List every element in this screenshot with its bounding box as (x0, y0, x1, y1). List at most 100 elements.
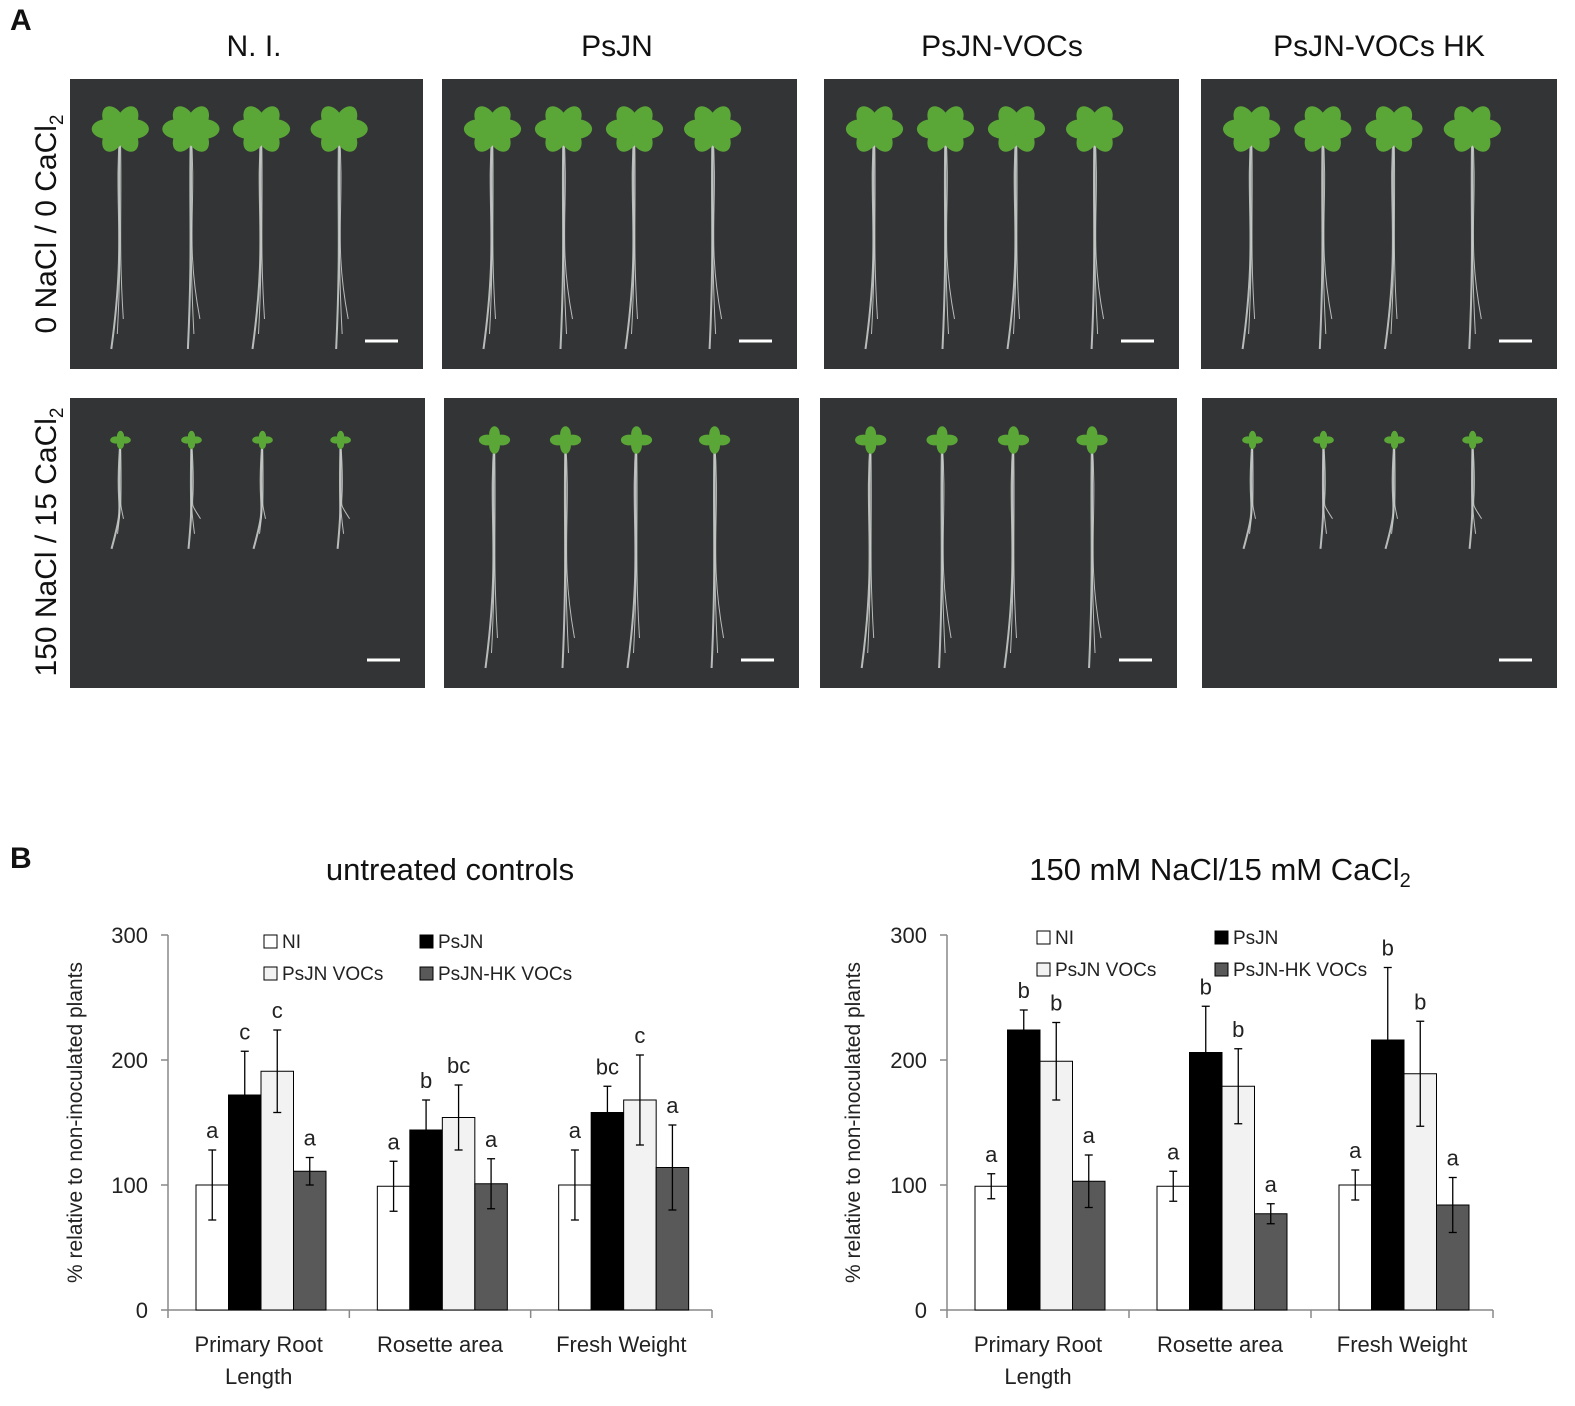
seedling (845, 106, 904, 350)
root (1471, 128, 1476, 335)
root (1003, 439, 1015, 669)
significance-letter: a (1447, 1146, 1460, 1171)
root (1016, 128, 1020, 320)
root (1091, 439, 1102, 639)
root (491, 439, 495, 654)
photo-salt-ni (70, 398, 425, 688)
root (563, 128, 567, 335)
legend-label: PsJN (1233, 928, 1278, 949)
photo-salt-psjn-vocs-art (855, 426, 1152, 669)
root (258, 128, 262, 335)
root (1091, 439, 1096, 654)
leaf (1390, 430, 1399, 443)
y-tick-label: 200 (111, 1048, 148, 1073)
root (626, 439, 638, 669)
root (565, 439, 575, 639)
seedling (463, 106, 522, 350)
significance-letter: b (1382, 936, 1394, 961)
significance-letter: bc (447, 1053, 470, 1078)
chart-title-untreated: untreated controls (250, 852, 650, 893)
seedling (1443, 106, 1501, 350)
y-tick-label: 200 (890, 1048, 927, 1073)
root (252, 439, 264, 550)
root (1010, 439, 1014, 654)
leaf (256, 106, 280, 135)
leaf (631, 426, 642, 443)
leaf (337, 430, 345, 443)
root (261, 128, 265, 320)
seedling (620, 426, 653, 669)
y-tick-label: 300 (111, 923, 148, 948)
root (489, 128, 493, 335)
column-title-psjn-vocs-hk: PsJN-VOCs HK (1273, 30, 1485, 63)
chart-title-salt-sub: 2 (1399, 870, 1411, 893)
category-label: Fresh Weight (1337, 1332, 1467, 1357)
leaf (1317, 106, 1341, 135)
root (1248, 128, 1253, 335)
root (190, 128, 201, 320)
leaf (707, 106, 731, 135)
root (190, 128, 195, 335)
leaf (1389, 106, 1413, 135)
root (941, 439, 952, 639)
seedling (534, 106, 593, 350)
significance-letter: b (1018, 978, 1030, 1003)
leaf (940, 106, 964, 135)
seedling (605, 106, 664, 350)
root (259, 439, 263, 534)
root (191, 439, 201, 520)
y-tick-label: 0 (136, 1298, 148, 1323)
bar (1007, 1029, 1041, 1311)
root (1242, 439, 1254, 550)
root (492, 128, 496, 320)
leaf (187, 430, 196, 442)
root (636, 439, 640, 639)
category-label: Primary Root (974, 1332, 1102, 1357)
legend-swatch (419, 934, 434, 949)
y-tick-label: 100 (111, 1173, 148, 1198)
leaf (489, 426, 500, 443)
column-title-psjn-vocs: PsJN-VOCs (921, 30, 1083, 63)
leaf (1246, 106, 1270, 135)
legend-swatch (419, 966, 434, 981)
significance-letter: c (239, 1019, 250, 1044)
seedling (1384, 430, 1405, 550)
root (1323, 439, 1327, 534)
legend-swatch (263, 934, 278, 949)
root (1318, 128, 1324, 350)
bar (1039, 1060, 1073, 1311)
root (1013, 128, 1017, 335)
chart-title-salt: 150 mM NaCl/15 mM CaCl2 (960, 852, 1480, 893)
chart-title-salt-text: 150 mM NaCl/15 mM CaCl (1029, 852, 1400, 887)
root (1384, 128, 1395, 350)
root (1013, 439, 1017, 639)
root (874, 128, 878, 320)
photo-control-psjn-vocs-hk-art (1223, 106, 1532, 350)
seedling (1294, 106, 1352, 350)
seedling (1066, 106, 1124, 350)
root (1094, 128, 1099, 335)
root (633, 439, 637, 654)
legend-swatch (1214, 930, 1229, 945)
bar (974, 1185, 1008, 1311)
root (565, 439, 569, 654)
legend-label: NI (282, 932, 301, 953)
seedling (330, 430, 351, 549)
seedling (1462, 430, 1483, 549)
significance-letter: a (985, 1142, 998, 1167)
leaf (1469, 430, 1477, 443)
leaf (1011, 106, 1035, 135)
bar (1156, 1185, 1190, 1311)
root (1393, 128, 1398, 320)
category-label: Rosette area (377, 1332, 504, 1357)
legend-label: NI (1055, 928, 1074, 949)
seedling (310, 106, 368, 350)
significance-letter: b (1200, 974, 1212, 999)
root (860, 439, 872, 669)
root (494, 439, 498, 639)
root (624, 128, 636, 350)
root (1252, 439, 1256, 519)
column-title-ni: N. I. (226, 30, 282, 63)
significance-letter: a (1083, 1123, 1096, 1148)
category-label: Length (1004, 1364, 1071, 1389)
